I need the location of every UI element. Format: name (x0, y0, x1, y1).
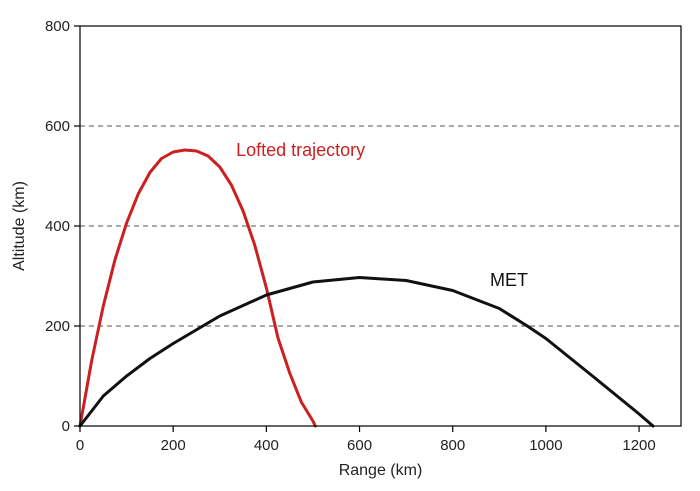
x-tick-label: 0 (76, 437, 84, 454)
x-tick-label: 600 (347, 437, 372, 454)
y-axis-title: Altitude (km) (11, 181, 28, 271)
y-tick-label: 200 (45, 318, 70, 335)
y-tick-label: 400 (45, 218, 70, 235)
x-tick-label: 200 (161, 437, 186, 454)
x-tick-label: 800 (440, 437, 465, 454)
axis-ticks: 0 200 400 600 800 1000 1200 0 200 400 600 800 (45, 18, 656, 454)
x-tick-label: 1000 (529, 437, 562, 454)
x-axis-title: Range (km) (339, 462, 423, 479)
met-label: MET (490, 270, 528, 290)
y-tick-label: 800 (45, 18, 70, 35)
series-layer (78, 148, 655, 428)
lofted-trajectory-label: Lofted trajectory (236, 140, 365, 160)
series-line-lofted (78, 148, 317, 428)
series-line-met (78, 276, 655, 428)
x-tick-label: 400 (254, 437, 279, 454)
x-tick-label: 1200 (622, 437, 655, 454)
annotations: Lofted trajectory MET (236, 140, 528, 290)
y-tick-label: 0 (62, 418, 70, 435)
y-tick-label: 600 (45, 118, 70, 135)
grid-lines (80, 125, 681, 327)
